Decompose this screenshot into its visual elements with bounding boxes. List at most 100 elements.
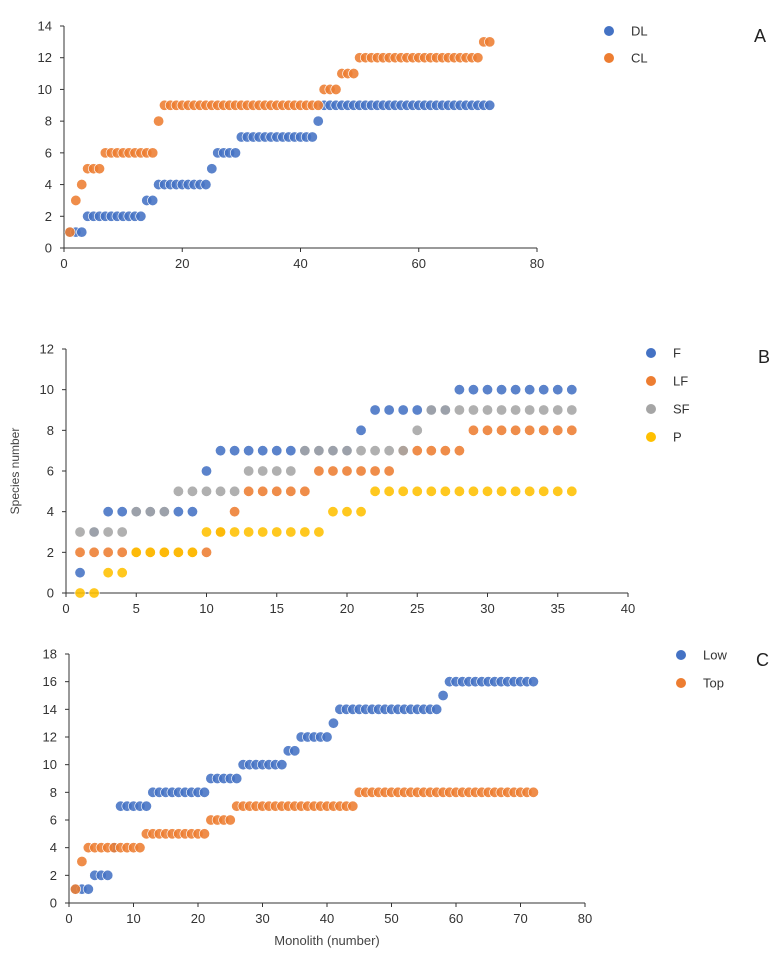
panel-label: B bbox=[758, 347, 770, 367]
data-point bbox=[116, 526, 128, 538]
data-point bbox=[327, 465, 339, 477]
data-point bbox=[102, 869, 114, 881]
data-point bbox=[439, 404, 451, 416]
data-point bbox=[215, 485, 227, 497]
y-tick-label: 16 bbox=[43, 674, 57, 689]
legend: DL CL bbox=[604, 24, 648, 66]
y-tick-label: 4 bbox=[45, 177, 52, 192]
panel-label: A bbox=[754, 26, 766, 46]
legend-marker bbox=[676, 678, 686, 688]
legend-label: LF bbox=[673, 374, 688, 389]
legend-label: SF bbox=[673, 402, 690, 417]
x-tick-label: 30 bbox=[480, 601, 494, 616]
legend: F LF SF P bbox=[646, 346, 690, 445]
y-tick-label: 8 bbox=[45, 114, 52, 129]
legend-label: Top bbox=[703, 676, 724, 691]
y-tick-label: 6 bbox=[45, 145, 52, 160]
data-point bbox=[69, 883, 81, 895]
data-point bbox=[70, 194, 82, 206]
data-point bbox=[524, 424, 536, 436]
data-point bbox=[299, 445, 311, 457]
data-point bbox=[341, 465, 353, 477]
data-point bbox=[552, 485, 564, 497]
data-point bbox=[243, 465, 255, 477]
data-point bbox=[484, 99, 496, 111]
legend-label: DL bbox=[631, 24, 648, 39]
data-point bbox=[538, 424, 550, 436]
data-point bbox=[186, 485, 198, 497]
x-tick-label: 80 bbox=[530, 256, 544, 271]
data-point bbox=[130, 506, 142, 518]
x-tick-label: 70 bbox=[513, 911, 527, 926]
data-point bbox=[257, 526, 269, 538]
data-point bbox=[74, 567, 86, 579]
series-CL bbox=[64, 36, 496, 238]
data-point bbox=[348, 68, 360, 80]
y-axis-title: Species number bbox=[8, 428, 22, 515]
x-tick-label: 20 bbox=[191, 911, 205, 926]
data-point bbox=[524, 404, 536, 416]
data-point bbox=[552, 384, 564, 396]
data-point bbox=[289, 745, 301, 757]
data-point bbox=[538, 485, 550, 497]
data-point bbox=[524, 485, 536, 497]
data-point bbox=[271, 526, 283, 538]
data-point bbox=[312, 99, 324, 111]
data-point bbox=[285, 526, 297, 538]
y-tick-label: 8 bbox=[50, 785, 57, 800]
y-tick-label: 4 bbox=[50, 840, 57, 855]
data-point bbox=[383, 404, 395, 416]
data-point bbox=[102, 506, 114, 518]
data-point bbox=[496, 485, 508, 497]
data-point bbox=[321, 731, 333, 743]
y-tick-label: 0 bbox=[45, 241, 52, 256]
data-point bbox=[200, 179, 212, 191]
data-point bbox=[134, 842, 146, 854]
series-Low bbox=[69, 676, 539, 895]
data-point bbox=[186, 506, 198, 518]
data-point bbox=[369, 445, 381, 457]
data-point bbox=[481, 424, 493, 436]
data-point bbox=[453, 384, 465, 396]
data-point bbox=[327, 717, 339, 729]
x-tick-label: 40 bbox=[293, 256, 307, 271]
data-point bbox=[76, 179, 88, 191]
data-point bbox=[355, 465, 367, 477]
data-point bbox=[299, 526, 311, 538]
x-tick-label: 15 bbox=[270, 601, 284, 616]
legend-marker bbox=[676, 650, 686, 660]
data-point bbox=[496, 424, 508, 436]
data-point bbox=[347, 800, 359, 812]
x-tick-label: 60 bbox=[412, 256, 426, 271]
x-tick-label: 30 bbox=[255, 911, 269, 926]
data-point bbox=[383, 485, 395, 497]
y-tick-label: 14 bbox=[38, 19, 52, 34]
data-point bbox=[144, 506, 156, 518]
data-point bbox=[467, 384, 479, 396]
data-point bbox=[257, 465, 269, 477]
data-point bbox=[327, 445, 339, 457]
data-point bbox=[140, 800, 152, 812]
x-axis-title: Monolith (number) bbox=[274, 933, 380, 948]
data-point bbox=[566, 404, 578, 416]
x-tick-label: 80 bbox=[578, 911, 592, 926]
data-point bbox=[153, 115, 165, 127]
data-point bbox=[147, 147, 159, 159]
x-tick-label: 10 bbox=[126, 911, 140, 926]
data-point bbox=[206, 163, 218, 175]
y-tick-label: 14 bbox=[43, 702, 57, 717]
chart-panel-B: 0 2 4 6 8 10 12 0 5 10 15 20 25 30 35 40 Species number F… bbox=[8, 342, 770, 616]
data-point bbox=[439, 485, 451, 497]
data-point bbox=[481, 384, 493, 396]
legend-marker bbox=[604, 53, 614, 63]
series-P bbox=[74, 485, 578, 599]
data-point bbox=[411, 485, 423, 497]
x-tick-label: 0 bbox=[62, 601, 69, 616]
data-point bbox=[383, 465, 395, 477]
data-point bbox=[102, 567, 114, 579]
data-point bbox=[411, 445, 423, 457]
legend-marker bbox=[646, 348, 656, 358]
data-point bbox=[484, 36, 496, 48]
data-point bbox=[411, 404, 423, 416]
data-point bbox=[201, 485, 213, 497]
